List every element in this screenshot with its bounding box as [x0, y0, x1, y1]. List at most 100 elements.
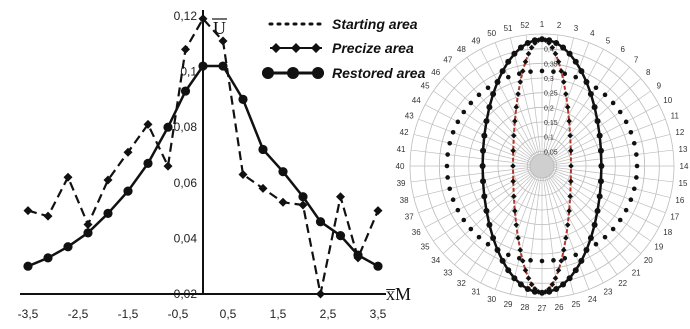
marker-restored — [335, 231, 346, 241]
x-tick-labels: -3,5 -2,5 -1,5 -0,5 0,5 1,5 2,5 3,5 — [18, 307, 387, 321]
polar-precize-marker — [511, 132, 517, 139]
polar-radial-label: 0,3 — [544, 76, 554, 83]
polar-spoke — [541, 165, 574, 295]
polar-restored-marker — [560, 281, 567, 288]
polar-restored-marker — [546, 288, 553, 295]
polar-precize-marker — [522, 267, 529, 274]
y-tick-label: 0,12 — [174, 9, 198, 23]
polar-restored-marker — [596, 193, 603, 200]
marker-precize — [43, 211, 53, 221]
x-tick-label: -1,5 — [118, 307, 139, 321]
polar-starting-point — [634, 163, 640, 169]
polar-precize-marker — [528, 281, 535, 288]
polar-spoke — [541, 165, 604, 284]
polar-restored-marker — [566, 275, 573, 282]
polar-starting-point — [551, 69, 556, 74]
polar-precize-marker — [519, 258, 526, 264]
polar-precize-marker — [515, 235, 521, 241]
marker-precize — [218, 36, 228, 46]
polar-restored-marker — [594, 118, 601, 125]
x-tick-label: -3,5 — [18, 307, 39, 321]
marker-restored — [353, 250, 363, 260]
marker-restored — [63, 242, 73, 252]
x-axis-title: x̅M — [386, 284, 411, 304]
legend-item-starting: Starting area — [268, 16, 418, 32]
polar-spoke — [541, 134, 671, 167]
polar-restored-marker — [480, 147, 487, 154]
polar-precize-marker — [513, 104, 520, 110]
polar-spoke — [541, 165, 651, 242]
marker-precize — [278, 197, 288, 207]
polar-angle-label: 9 — [657, 81, 662, 90]
polar-spoke — [433, 90, 543, 167]
polar-angle-label: 20 — [644, 256, 653, 265]
polar-spoke — [480, 48, 543, 167]
polar-precize-marker — [552, 275, 559, 282]
polar-radial-label: 0,4 — [544, 47, 554, 54]
polar-restored-marker — [511, 275, 518, 282]
polar-restored-marker — [594, 207, 601, 214]
polar-radial-label: 0,25 — [544, 91, 558, 98]
polar-spoke — [541, 149, 674, 167]
polar-angle-label: 2 — [557, 21, 562, 30]
polar-starting-point — [447, 186, 453, 192]
polar-restored-marker — [481, 132, 488, 139]
marker-precize — [163, 161, 173, 171]
polar-precize-marker — [555, 267, 562, 274]
polar-starting-point — [539, 258, 545, 264]
polar-angle-label: 52 — [520, 21, 529, 30]
polar-angle-label: 30 — [487, 295, 496, 304]
polar-restored-marker — [490, 91, 497, 98]
polar-angle-label: 11 — [671, 112, 680, 121]
polar-angle-label: 47 — [443, 56, 452, 65]
polar-spoke — [541, 42, 590, 167]
polar-starting-point — [476, 234, 482, 240]
polar-starting-point — [634, 175, 639, 180]
polar-precize-marker — [564, 104, 571, 110]
polar-restored-marker — [505, 58, 512, 65]
polar-starting-point — [461, 109, 467, 115]
polar-spoke — [510, 37, 543, 167]
legend-label-starting: Starting area — [332, 16, 418, 32]
polar-precize-marker — [510, 147, 516, 154]
polar-angle-label: 46 — [431, 68, 440, 77]
polar-restored-marker — [511, 50, 518, 57]
polar-restored-marker — [505, 267, 512, 274]
polar-restored-marker — [572, 58, 579, 65]
marker-restored — [163, 122, 173, 132]
y-tick-label: 0,08 — [174, 120, 198, 134]
polar-precize-marker — [525, 275, 532, 282]
polar-spoke — [413, 134, 543, 167]
polar-starting-point — [468, 100, 474, 106]
polar-spoke — [541, 57, 618, 167]
legend-circle-marker — [312, 67, 324, 79]
polar-angle-label: 10 — [663, 96, 672, 105]
polar-grid — [409, 33, 675, 299]
polar-restored-marker — [483, 118, 490, 125]
x-tick-label: 0,5 — [220, 307, 237, 321]
polar-radial-label: 0,05 — [544, 149, 558, 156]
polar-spoke — [541, 165, 674, 183]
polar-restored-marker — [531, 37, 538, 44]
y-axis-title: U — [213, 18, 226, 38]
polar-precize-marker — [564, 222, 571, 228]
polar-restored-marker — [517, 281, 524, 288]
polar-spoke — [510, 165, 543, 295]
polar-starting-point — [455, 207, 461, 213]
polar-spoke — [433, 165, 543, 242]
polar-angle-label: 3 — [574, 24, 579, 33]
polar-restored-marker — [483, 207, 490, 214]
x-tick-label: 3,5 — [370, 307, 387, 321]
marker-precize — [373, 206, 383, 216]
marker-restored — [43, 253, 53, 263]
polar-spoke — [525, 34, 543, 167]
polar-angle-label: 37 — [405, 212, 414, 221]
polar-radial-label: 0,2 — [544, 105, 554, 112]
polar-angle-label: 33 — [443, 268, 452, 277]
polar-angle-label: 13 — [679, 145, 688, 154]
polar-precize-marker — [513, 222, 520, 228]
polar-starting-point — [516, 71, 522, 77]
marker-restored — [103, 208, 113, 218]
polar-starting-point — [573, 252, 579, 258]
